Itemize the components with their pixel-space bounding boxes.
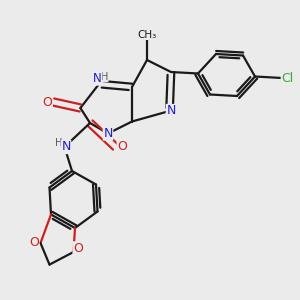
Text: N: N (166, 104, 176, 118)
Text: N: N (61, 140, 71, 154)
Text: H: H (55, 137, 62, 148)
Text: O: O (43, 95, 52, 109)
Text: Cl: Cl (281, 71, 293, 85)
Text: H: H (101, 71, 108, 82)
Text: O: O (29, 236, 39, 250)
Text: O: O (73, 242, 83, 255)
Text: O: O (117, 140, 127, 154)
Text: N: N (103, 127, 113, 140)
Text: CH₃: CH₃ (137, 29, 157, 40)
Text: N: N (93, 72, 102, 85)
